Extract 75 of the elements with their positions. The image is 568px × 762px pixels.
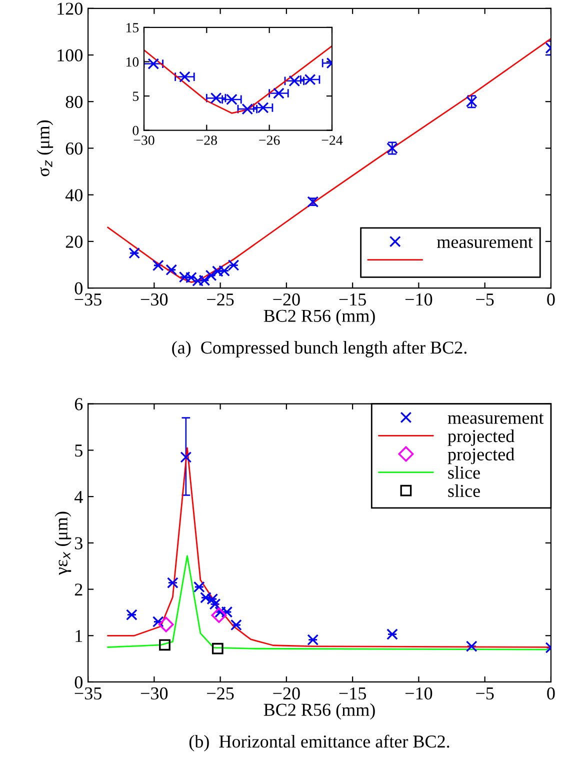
point: [159, 639, 170, 651]
y-tick-label: 120: [58, 2, 82, 15]
y-axis-title: σ$_{z}$ (μm): [36, 120, 54, 176]
x-tick-label: −24: [322, 136, 343, 145]
x-tick-label: −20: [273, 687, 300, 700]
point: [193, 581, 205, 593]
point: [128, 247, 140, 259]
x-tick-label: −15: [339, 294, 366, 306]
x-tick-label: −15: [339, 687, 366, 700]
x-tick-label: −25: [207, 293, 234, 306]
point: [158, 616, 174, 632]
text: (a) Compressed bunch length after BC2.: [172, 340, 466, 358]
x-tick-label: 0: [547, 293, 555, 306]
point: [152, 616, 164, 628]
y-tick-label: 0: [74, 676, 82, 688]
x-tick-label: −28: [196, 136, 217, 145]
y-tick-label: 6: [74, 398, 83, 410]
y-tick-label: 0: [74, 282, 82, 294]
point: [386, 628, 398, 640]
y-tick-label: 1: [76, 630, 82, 642]
y-tick-label: 40: [65, 189, 82, 202]
x-tick-label: −20: [273, 293, 300, 306]
point: [242, 103, 254, 115]
legend-label: slice: [448, 484, 480, 498]
line-series: [107, 447, 551, 648]
point: [152, 260, 164, 272]
x-tick-label: −5: [476, 294, 494, 306]
point: [179, 71, 190, 83]
x-tick-label: −35: [74, 293, 102, 306]
point: [230, 619, 242, 631]
text: (b) Horizontal emittance after BC2.: [189, 734, 450, 752]
point: [180, 451, 192, 463]
x-tick-label: −30: [134, 136, 154, 145]
point: [166, 264, 178, 276]
x-axis-title: BC2 R56 (mm): [264, 703, 375, 720]
x-tick-label: −10: [405, 687, 432, 700]
y-tick-label: 5: [132, 92, 139, 101]
x-tick-label: −30: [140, 687, 168, 700]
line-series: [144, 45, 332, 114]
legend-label: measurement: [448, 414, 544, 424]
y-tick-label: 60: [66, 142, 82, 155]
x-tick-label: −25: [207, 687, 234, 700]
point: [212, 642, 224, 654]
point: [148, 58, 160, 70]
y-tick-label: 5: [75, 444, 82, 457]
legend-label: slice: [448, 466, 480, 479]
legend-label: projected: [448, 448, 514, 464]
y-tick-label: 100: [58, 49, 82, 62]
y-tick-label: 3: [75, 537, 82, 550]
point: [273, 88, 284, 99]
y-tick-label: 2: [74, 584, 82, 596]
legend-label: projected: [448, 429, 514, 446]
x-axis-title: BC2 R56 (mm): [264, 309, 375, 326]
point: [257, 102, 269, 114]
y-tick-label: 20: [66, 236, 82, 248]
y-axis-title: γε$_{x}$ (μm): [54, 512, 72, 575]
point: [126, 609, 138, 620]
legend-label: measurement: [437, 238, 533, 248]
x-tick-label: −26: [259, 136, 280, 145]
y-tick-label: 15: [126, 23, 139, 32]
x-tick-label: −10: [405, 293, 432, 306]
point: [210, 92, 222, 104]
y-tick-label: 10: [126, 57, 139, 67]
x-tick-label: 0: [547, 687, 555, 700]
line-series: [107, 38, 551, 283]
x-tick-label: −5: [476, 688, 494, 700]
point: [466, 640, 478, 652]
y-tick-label: 4: [74, 490, 83, 503]
y-tick-label: 0: [132, 126, 139, 136]
y-tick-label: 80: [66, 96, 82, 108]
point: [166, 577, 178, 588]
point: [307, 634, 319, 646]
x-tick-label: −35: [74, 687, 102, 700]
point: [304, 74, 316, 86]
x-tick-label: −30: [140, 293, 168, 306]
